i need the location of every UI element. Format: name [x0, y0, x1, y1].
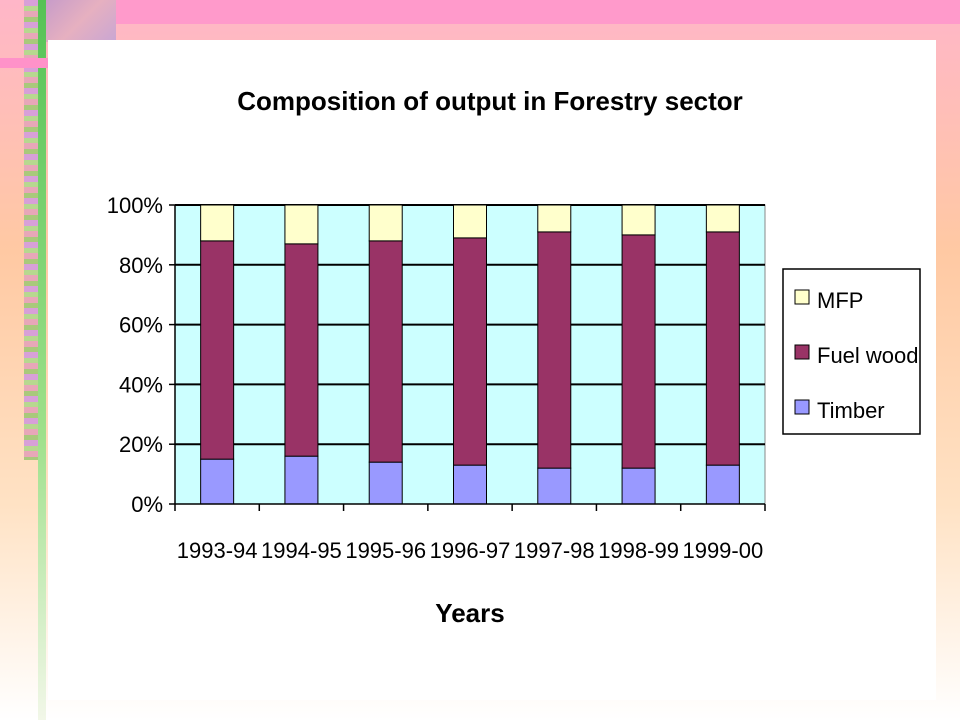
y-tick-label: 60%: [119, 313, 163, 338]
bar-fuel-wood: [200, 240, 235, 460]
bar-timber: [284, 455, 319, 505]
y-tick-label: 40%: [119, 372, 163, 397]
x-tick-label: 1993-94: [177, 538, 258, 563]
legend-label: Timber: [817, 398, 885, 423]
bar-mfp: [368, 204, 403, 242]
x-tick-label: 1998-99: [598, 538, 679, 563]
x-tick-label: 1997-98: [514, 538, 595, 563]
decorative-top-band: [116, 0, 960, 24]
legend-label: MFP: [817, 288, 863, 313]
y-tick-label: 0%: [131, 492, 163, 517]
chart-title: Composition of output in Forestry sector: [237, 86, 743, 116]
bar-timber: [453, 464, 487, 505]
bar-mfp: [621, 204, 656, 236]
legend-label: Fuel wood: [817, 343, 919, 368]
bar-mfp: [200, 204, 235, 242]
decorative-green-bar: [38, 0, 46, 720]
decorative-pink-bar: [0, 58, 48, 68]
y-tick-label: 20%: [119, 432, 163, 457]
bar-timber: [200, 458, 235, 505]
bar-fuel-wood: [705, 231, 740, 466]
x-tick-label: 1999-00: [682, 538, 763, 563]
bar-mfp: [453, 204, 487, 239]
slide: Composition of output in Forestry sector…: [48, 40, 936, 700]
bar-timber: [537, 467, 572, 505]
bar-timber: [368, 461, 403, 505]
bar-fuel-wood: [284, 243, 319, 457]
y-tick-label: 100%: [107, 193, 163, 218]
stacked-bar-chart: Composition of output in Forestry sector…: [107, 86, 921, 628]
x-tick-label: 1994-95: [261, 538, 342, 563]
bar-fuel-wood: [621, 234, 656, 469]
x-tick-label: 1996-97: [430, 538, 511, 563]
x-tick-label: 1995-96: [345, 538, 426, 563]
legend: MFP Fuel wood Timber: [782, 268, 921, 435]
bar-fuel-wood: [453, 237, 487, 466]
y-tick-label: 80%: [119, 253, 163, 278]
decorative-corner: [46, 0, 116, 42]
x-axis-label: Years: [435, 598, 504, 628]
bar-timber: [621, 467, 656, 505]
plot-area: 0%20%40%60%80%100%1993-94 1994-95 1995-96 1…: [107, 193, 766, 563]
bar-mfp: [284, 204, 319, 245]
bar-mfp: [705, 204, 740, 233]
legend-swatch: [794, 289, 810, 305]
bar-timber: [705, 464, 740, 505]
legend-swatch: [794, 399, 810, 415]
bar-fuel-wood: [537, 231, 572, 469]
bar-mfp: [537, 204, 572, 233]
bar-fuel-wood: [368, 240, 403, 463]
legend-swatch: [794, 344, 810, 360]
